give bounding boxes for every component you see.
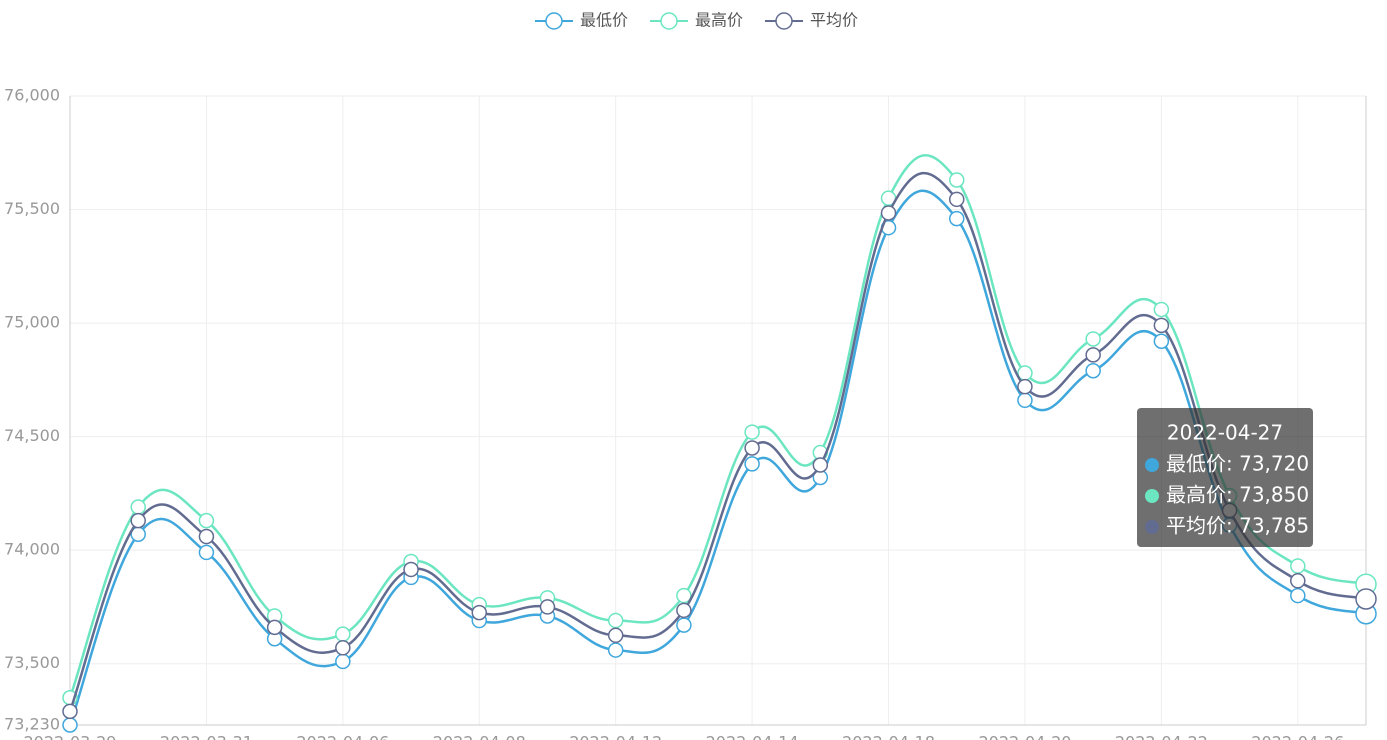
tooltip-box bbox=[1137, 408, 1313, 547]
data-point bbox=[1153, 317, 1170, 334]
data-point bbox=[607, 612, 624, 629]
data-point bbox=[676, 617, 692, 633]
data-point bbox=[948, 172, 965, 188]
legend-label: 最高价 bbox=[695, 11, 743, 30]
x-tick-label: 2022-04-20 bbox=[978, 733, 1071, 740]
data-point bbox=[62, 717, 78, 733]
data-point bbox=[403, 561, 419, 578]
data-point bbox=[62, 703, 78, 720]
data-point bbox=[607, 627, 624, 644]
data-point bbox=[266, 619, 283, 636]
legend-marker bbox=[660, 12, 678, 30]
tooltip-item: 最高价: 73,850 bbox=[1166, 483, 1309, 507]
data-point bbox=[1085, 363, 1101, 379]
data-point bbox=[1085, 347, 1101, 363]
legend-label: 最低价 bbox=[580, 11, 628, 30]
data-point bbox=[1085, 331, 1101, 347]
x-tick-label: 2022-04-08 bbox=[433, 733, 526, 740]
data-point bbox=[1153, 301, 1170, 318]
data-point bbox=[335, 653, 351, 670]
data-point bbox=[198, 528, 215, 545]
data-point bbox=[948, 210, 965, 227]
x-tick-label: 2022-03-29 bbox=[24, 733, 117, 740]
x-tick-label: 2022-03-31 bbox=[160, 733, 253, 740]
y-tick-label: 75,500 bbox=[4, 199, 60, 218]
tooltip-dot bbox=[1145, 458, 1159, 472]
data-point bbox=[607, 642, 624, 658]
y-tick-label: 74,500 bbox=[4, 426, 60, 445]
data-point bbox=[1017, 378, 1033, 395]
y-tick-label: 73,500 bbox=[4, 653, 60, 672]
data-point bbox=[812, 457, 829, 473]
y-tick-label: 74,000 bbox=[4, 540, 60, 559]
data-point bbox=[130, 499, 146, 515]
data-point bbox=[880, 205, 897, 221]
data-point bbox=[335, 626, 351, 642]
data-point bbox=[1355, 588, 1377, 610]
data-point bbox=[676, 587, 692, 604]
tooltip: 2022-04-27 最低价: 73,720 最高价: 73,850 平均价: 73,… bbox=[1137, 408, 1313, 547]
data-point bbox=[335, 640, 351, 656]
x-tick-label: 2022-04-06 bbox=[296, 733, 389, 740]
data-point bbox=[1017, 392, 1033, 409]
x-tick-label: 2022-04-18 bbox=[842, 733, 935, 740]
x-tick-label: 2022-04-14 bbox=[706, 733, 799, 740]
x-tick-label: 2022-04-22 bbox=[1115, 733, 1208, 740]
x-tick-label: 2022-04-12 bbox=[569, 733, 662, 740]
data-point bbox=[471, 604, 488, 621]
data-point bbox=[948, 191, 965, 208]
data-point bbox=[539, 599, 556, 615]
data-point bbox=[676, 602, 692, 619]
tooltip-dot bbox=[1145, 520, 1159, 534]
data-point bbox=[1290, 573, 1306, 589]
legend-marker bbox=[775, 12, 793, 30]
data-point bbox=[744, 440, 760, 456]
data-point bbox=[1153, 333, 1170, 349]
legend-label: 平均价 bbox=[810, 11, 858, 30]
y-tick-label: 73,230 bbox=[4, 715, 60, 734]
tooltip-dot bbox=[1145, 489, 1159, 503]
tooltip-title: 2022-04-27 bbox=[1167, 421, 1283, 445]
data-point bbox=[130, 512, 146, 529]
data-point bbox=[1290, 587, 1306, 604]
data-point bbox=[198, 544, 215, 561]
data-point bbox=[1290, 558, 1306, 574]
tooltip-item: 平均价: 73,785 bbox=[1166, 514, 1309, 538]
x-tick-label: 2022-04-26 bbox=[1251, 733, 1344, 740]
y-tick-label: 75,000 bbox=[4, 313, 60, 332]
data-point bbox=[744, 424, 760, 440]
y-tick-label: 76,000 bbox=[4, 86, 60, 105]
legend-marker bbox=[545, 12, 563, 30]
data-point bbox=[744, 456, 760, 472]
data-point bbox=[198, 512, 215, 529]
tooltip-item: 最低价: 73,720 bbox=[1166, 452, 1309, 476]
